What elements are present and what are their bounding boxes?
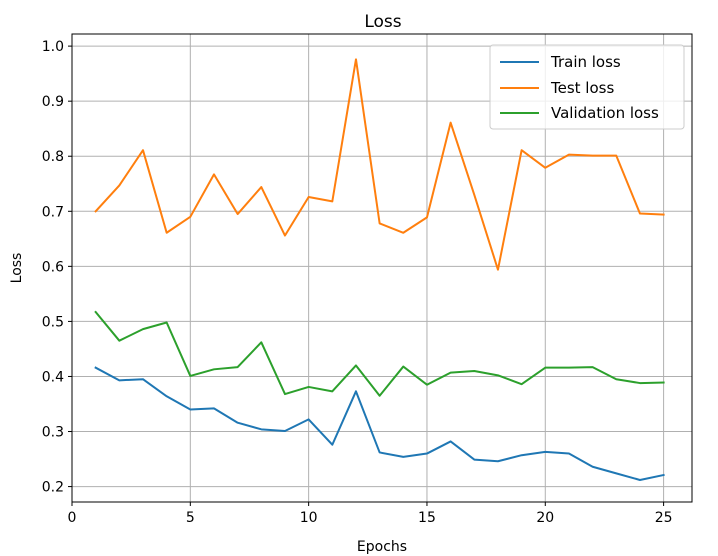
x-tick-label: 10 bbox=[300, 510, 318, 526]
x-tick-label: 0 bbox=[68, 510, 77, 526]
tick-layer: 0 5 10 15 20 25 0.2 0.3 0.4 0.5 0.6 0.7 0.8 0.9 1.0 bbox=[42, 39, 673, 526]
y-tick-label: 0.5 bbox=[42, 314, 64, 330]
x-axis-label: Epochs bbox=[357, 539, 407, 555]
y-tick-label: 0.3 bbox=[42, 425, 64, 441]
x-tick-label: 5 bbox=[186, 510, 195, 526]
legend: Train loss Test loss Validation loss bbox=[489, 44, 685, 130]
series-line-train-loss bbox=[94, 366, 665, 481]
y-tick-label: 0.6 bbox=[42, 259, 64, 275]
y-tick-label: 0.2 bbox=[42, 480, 64, 496]
y-tick-label: 0.7 bbox=[42, 204, 64, 220]
legend-entry-train-loss: Train loss bbox=[500, 53, 621, 71]
legend-entry-test-loss: Test loss bbox=[500, 79, 614, 97]
y-tick-label: 0.9 bbox=[42, 94, 64, 110]
legend-label-test-loss: Test loss bbox=[550, 79, 614, 97]
y-tick-label: 0.8 bbox=[42, 149, 64, 165]
series-line-test-loss bbox=[94, 58, 665, 271]
y-tick-label: 1.0 bbox=[42, 39, 64, 55]
series-layer bbox=[94, 58, 665, 481]
series-line-validation-loss bbox=[94, 310, 665, 397]
x-tick-label: 15 bbox=[418, 510, 436, 526]
legend-entry-validation-loss: Validation loss bbox=[500, 104, 659, 122]
y-tick-label: 0.4 bbox=[42, 369, 64, 385]
x-tick-label: 25 bbox=[655, 510, 673, 526]
x-tick-label: 20 bbox=[536, 510, 554, 526]
legend-box bbox=[489, 44, 685, 130]
legend-label-train-loss: Train loss bbox=[550, 53, 621, 71]
legend-label-validation-loss: Validation loss bbox=[551, 104, 659, 122]
y-axis-label: Loss bbox=[9, 253, 25, 284]
plot-area-frame bbox=[71, 33, 693, 503]
chart-title: Loss bbox=[364, 12, 401, 32]
